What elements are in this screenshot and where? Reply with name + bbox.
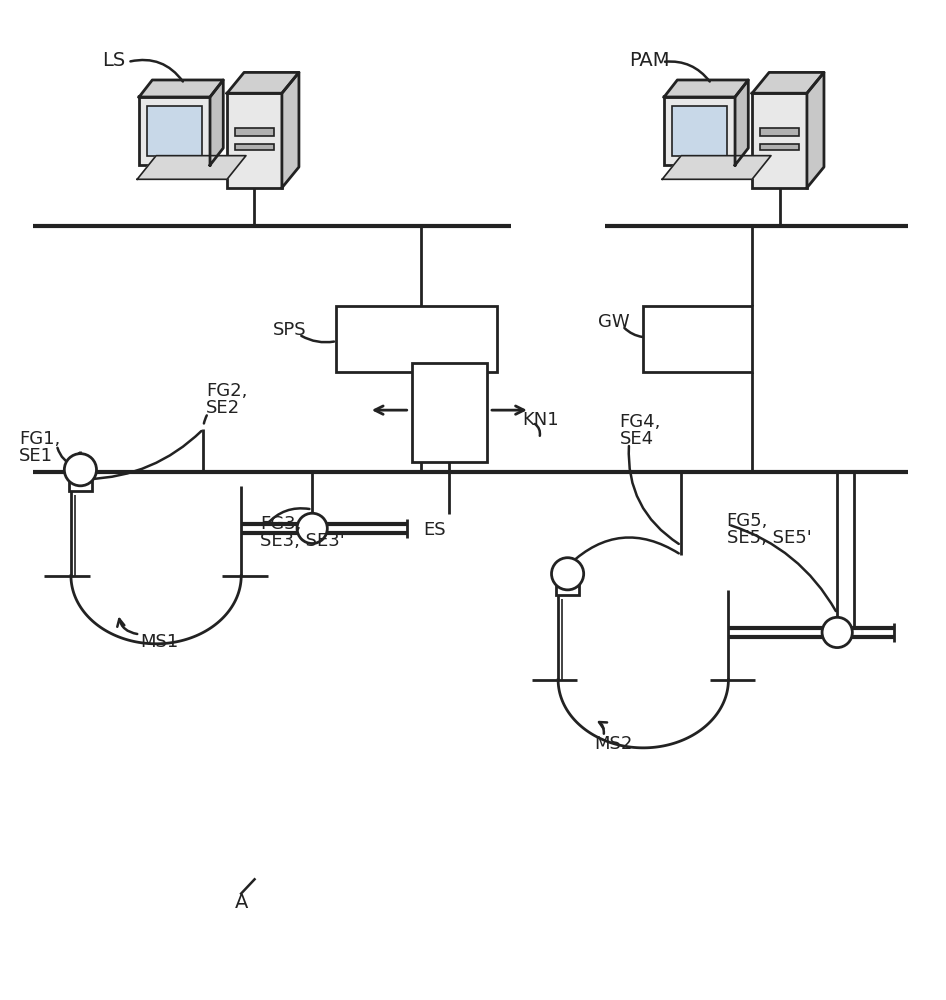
Polygon shape [227,72,299,93]
Bar [412,363,487,462]
Text: FG3,: FG3, [260,515,302,533]
Bar [825,627,850,638]
Text: A: A [235,893,248,912]
Bar [69,474,92,491]
Polygon shape [752,72,824,93]
Polygon shape [282,72,299,188]
Text: FG2,: FG2, [206,382,248,400]
Text: LS: LS [102,51,126,70]
Bar [300,523,324,534]
Circle shape [64,454,96,486]
Bar [235,144,274,150]
Text: FG1,: FG1, [19,430,61,448]
Circle shape [822,617,852,648]
Text: SE4: SE4 [620,430,654,448]
Circle shape [552,558,584,590]
Bar [227,93,282,188]
Text: SE3, SE3': SE3, SE3' [260,532,345,550]
Text: KN1: KN1 [522,411,559,429]
Polygon shape [664,80,748,97]
Polygon shape [139,80,223,97]
Bar [760,144,799,150]
Bar [336,306,497,372]
Text: GW: GW [598,313,629,331]
Polygon shape [210,80,223,165]
Text: SE2: SE2 [206,399,240,417]
Polygon shape [735,80,748,165]
Bar [643,306,752,372]
Bar [752,93,807,188]
Text: FG4,: FG4, [620,413,661,431]
Text: SE5, SE5': SE5, SE5' [727,529,812,547]
Polygon shape [807,72,824,188]
Text: SE1: SE1 [19,447,53,465]
Text: SPS: SPS [272,321,307,339]
Text: MS1: MS1 [140,633,178,651]
Circle shape [297,513,327,544]
Polygon shape [662,156,771,179]
Bar [139,97,210,165]
Bar [760,128,799,136]
Text: ES: ES [423,521,446,539]
Bar [664,97,735,165]
Text: PAM: PAM [629,51,670,70]
Bar [556,578,579,595]
Bar [672,106,727,156]
Text: MS2: MS2 [594,735,633,753]
Text: FG5,: FG5, [727,512,768,530]
Bar [147,106,202,156]
Bar [235,128,274,136]
Polygon shape [137,156,246,179]
